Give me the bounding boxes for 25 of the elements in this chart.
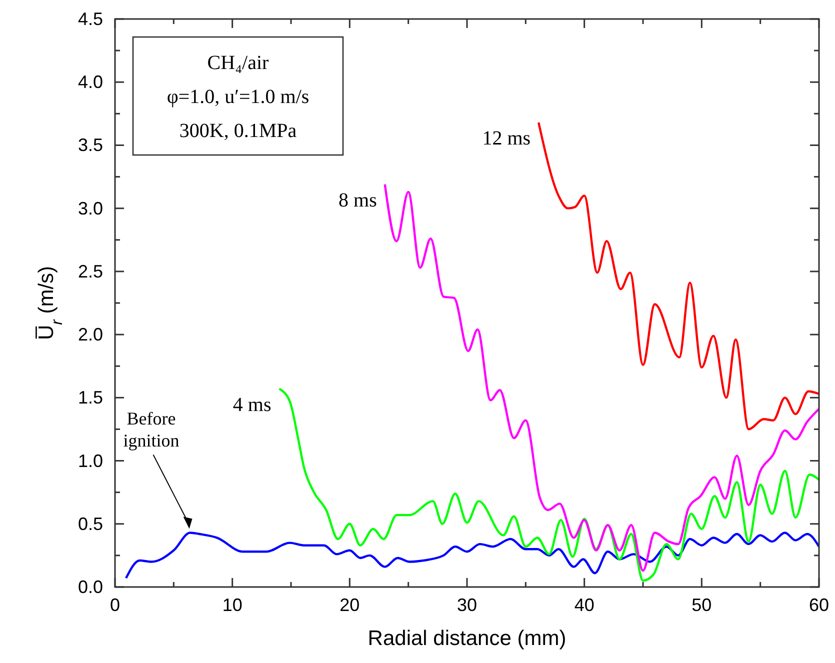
annotation: Before ignition: [123, 408, 180, 451]
series-label: 4 ms: [232, 394, 272, 416]
y-tick-label: 4.5: [78, 9, 103, 29]
y-tick-label: 3.0: [78, 198, 103, 218]
y-tick-label: 0.0: [78, 577, 103, 597]
y-tick-label: 1.0: [78, 450, 103, 471]
y-tick-label: 2.5: [78, 261, 103, 282]
y-tick-label: 2.0: [78, 324, 103, 345]
x-tick-label: 40: [574, 595, 594, 615]
y-tick-label: 1.5: [78, 388, 103, 408]
x-axis-title: Radial distance (mm): [368, 627, 566, 650]
annotation: 300K, 0.1MPa: [179, 120, 297, 142]
x-tick-label: 10: [222, 595, 242, 615]
series-label: 8 ms: [338, 189, 378, 212]
x-tick-label: 20: [340, 595, 360, 615]
series-label: 12 ms: [482, 128, 531, 150]
y-tick-label: 0.5: [78, 514, 103, 534]
y-tick-label: 4.0: [78, 72, 103, 92]
x-tick-label: 0: [110, 595, 120, 615]
x-tick-label: 50: [692, 595, 712, 615]
annotation: CH₄/air: [207, 52, 270, 74]
x-tick-label: 30: [456, 595, 478, 615]
annotation: φ=1.0, u′=1.0 m/s: [166, 86, 310, 108]
y-tick-label: 3.5: [78, 135, 103, 156]
x-tick-label: 60: [808, 595, 830, 615]
